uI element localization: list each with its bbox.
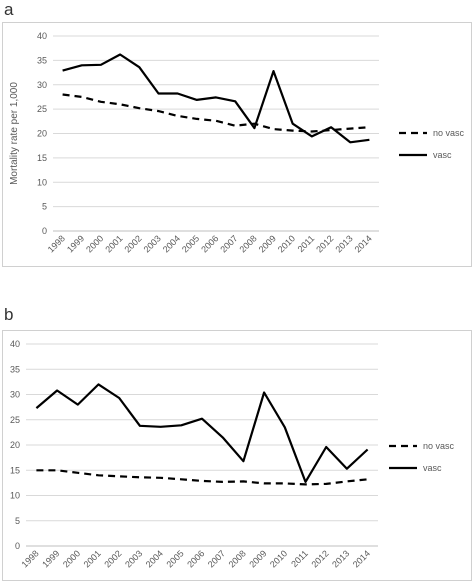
x-tick-label: 2009 bbox=[247, 548, 268, 569]
y-tick-label: 15 bbox=[37, 153, 47, 163]
x-tick-label: 2010 bbox=[268, 548, 289, 569]
x-tick-label: 2000 bbox=[61, 548, 82, 569]
y-tick-label: 20 bbox=[10, 440, 20, 450]
x-tick-label: 2011 bbox=[296, 233, 317, 254]
y-tick-label: 10 bbox=[37, 177, 47, 187]
x-tick-label: 2007 bbox=[218, 233, 239, 254]
x-tick-label: 2001 bbox=[82, 548, 103, 569]
y-tick-label: 25 bbox=[10, 415, 20, 425]
x-tick-label: 2010 bbox=[276, 233, 297, 254]
y-tick-label: 40 bbox=[10, 339, 20, 349]
y-tick-label: 0 bbox=[15, 541, 20, 551]
y-tick-label: 5 bbox=[15, 516, 20, 526]
legend-label: vasc bbox=[423, 463, 442, 473]
x-tick-label: 2003 bbox=[123, 548, 144, 569]
x-tick-label: 2002 bbox=[102, 548, 123, 569]
x-tick-label: 2006 bbox=[185, 548, 206, 569]
x-tick-label: 2005 bbox=[180, 233, 201, 254]
y-tick-label: 25 bbox=[37, 104, 47, 114]
chart-b-svg: 0 5 10 15 20 25 30 35 40 1998 1999 2000 2001 2002 2003… bbox=[10, 339, 455, 570]
x-tick-label: 2003 bbox=[142, 233, 163, 254]
chart-a-svg: 0 5 10 15 20 25 30 35 40 199819992000200120022003… bbox=[9, 31, 465, 255]
y-tick-label: 35 bbox=[10, 364, 20, 374]
x-tick-label: 2008 bbox=[227, 548, 248, 569]
legend-label: no vasc bbox=[423, 441, 455, 451]
legend-label: no vasc bbox=[433, 128, 465, 138]
x-tick-label: 2005 bbox=[164, 548, 185, 569]
chart-panel-a: 0 5 10 15 20 25 30 35 40 1998 1999 2000 2001 2002 2003… bbox=[2, 22, 472, 267]
x-tick-label: 2013 bbox=[330, 548, 351, 569]
y-axis-label: Mortality rate per 1,000 bbox=[9, 82, 20, 185]
series-line-no-vasc bbox=[36, 469, 368, 486]
y-tick-label: 0 bbox=[42, 226, 47, 236]
x-tick-label: 2004 bbox=[144, 548, 165, 569]
x-tick-label: 2013 bbox=[333, 233, 354, 254]
x-tick-label: 1998 bbox=[46, 233, 67, 254]
y-tick-label: 15 bbox=[10, 465, 20, 475]
series-line-no-vasc bbox=[62, 93, 370, 133]
x-tick-label: 2011 bbox=[289, 548, 310, 569]
x-tick-label: 2014 bbox=[353, 233, 374, 254]
y-tick-label: 40 bbox=[37, 31, 47, 41]
x-tick-label: 2002 bbox=[122, 233, 143, 254]
x-tick-label: 2009 bbox=[257, 233, 278, 254]
chart-panel-b: 0 5 10 15 20 25 30 35 40 1998 1999 2000 2001 2002 2003… bbox=[2, 330, 472, 581]
x-tick-label: 2006 bbox=[199, 233, 220, 254]
x-tick-label: 2012 bbox=[309, 548, 330, 569]
panel-b-label: b bbox=[4, 305, 14, 324]
y-tick-label: 30 bbox=[10, 390, 20, 400]
y-tick-label: 20 bbox=[37, 129, 47, 139]
x-tick-label: 1999 bbox=[65, 233, 86, 254]
y-tick-label: 35 bbox=[37, 55, 47, 65]
x-tick-label: 2007 bbox=[206, 548, 227, 569]
panel-a-label: a bbox=[4, 0, 14, 19]
x-tick-label: 2001 bbox=[103, 233, 124, 254]
x-tick-label: 2014 bbox=[351, 548, 372, 569]
x-tick-label: 2000 bbox=[84, 233, 105, 254]
y-tick-label: 10 bbox=[10, 491, 20, 501]
series-line-vasc bbox=[35, 383, 369, 483]
x-tick-label: 2012 bbox=[314, 233, 335, 254]
legend-label: vasc bbox=[433, 150, 452, 160]
x-tick-label: 2004 bbox=[161, 233, 182, 254]
x-tick-label: 1998 bbox=[20, 548, 41, 569]
y-tick-label: 30 bbox=[37, 80, 47, 90]
x-tick-label: 1999 bbox=[40, 548, 61, 569]
y-tick-label: 5 bbox=[42, 202, 47, 212]
x-tick-label: 2008 bbox=[238, 233, 259, 254]
series-line-vasc bbox=[62, 53, 370, 144]
